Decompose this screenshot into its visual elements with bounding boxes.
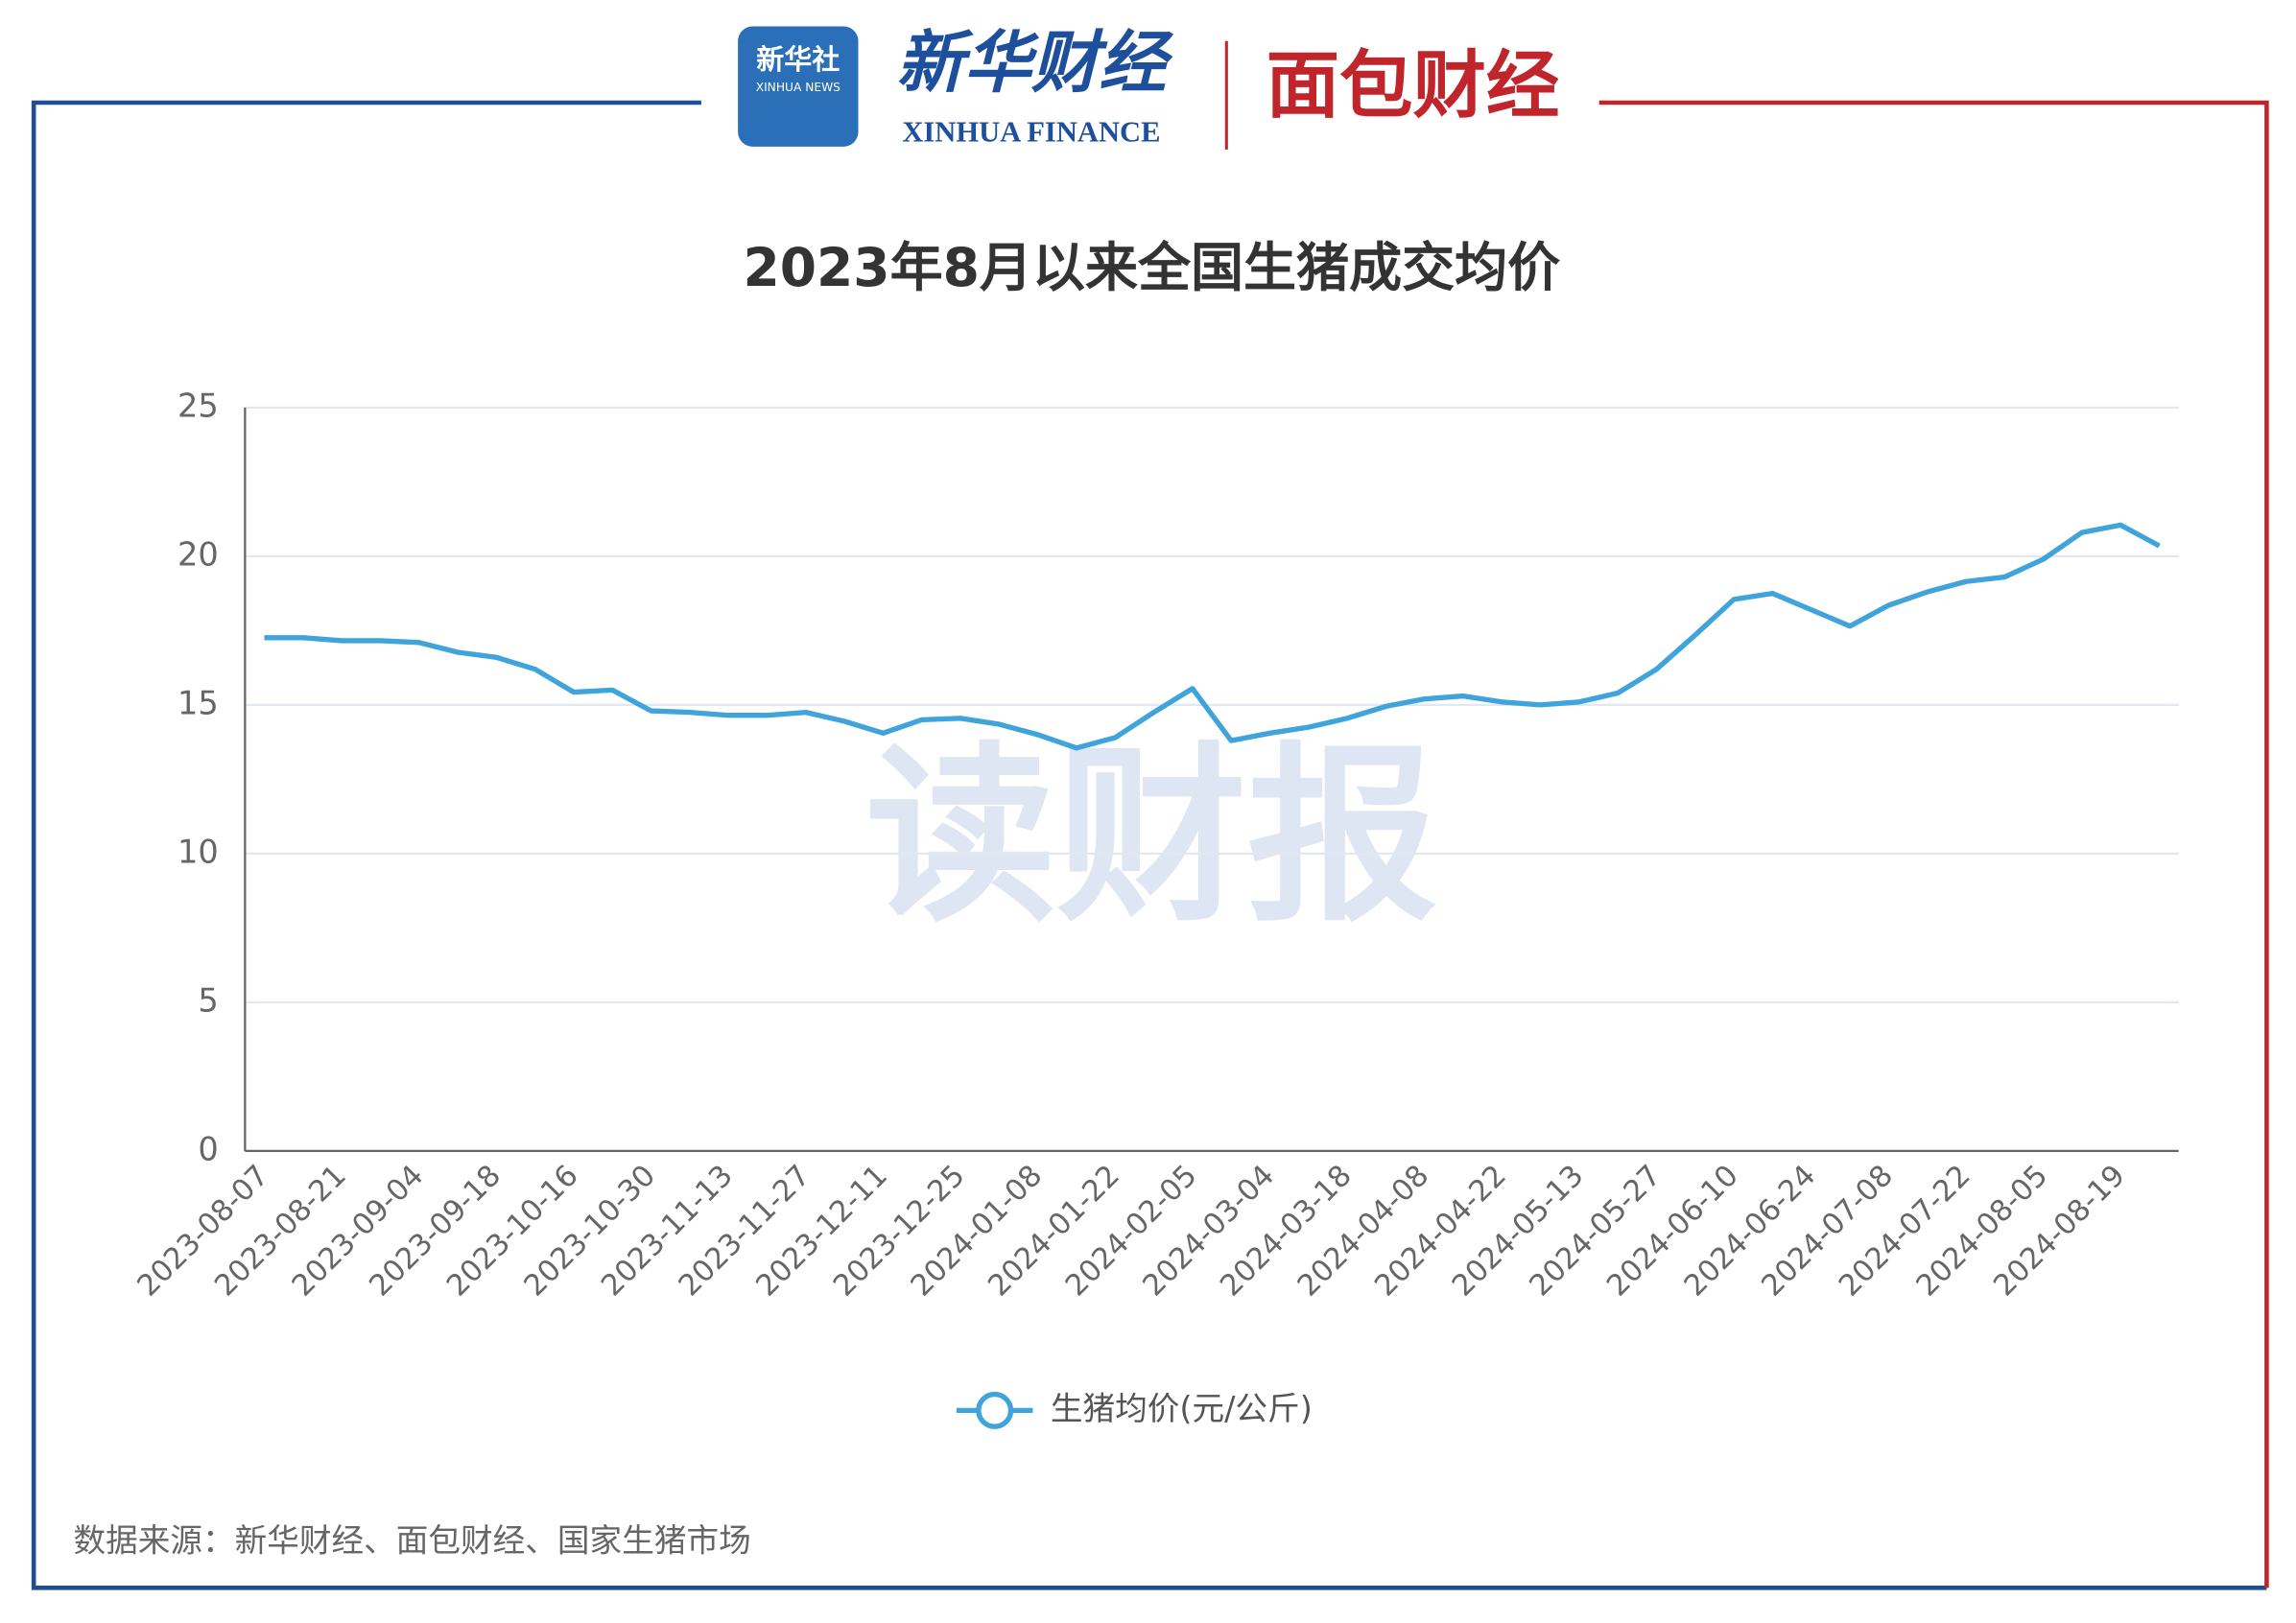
xinhua-logo-en: XINHUA NEWS <box>756 81 840 94</box>
bread-logo: 面包财经 <box>1266 44 1560 129</box>
finance-logo: 新华财经 <box>896 27 1173 102</box>
y-tick-label: 15 <box>178 684 219 721</box>
y-tick-label: 10 <box>178 833 219 870</box>
y-tick-label: 0 <box>198 1130 218 1167</box>
xinhua-logo: 新华社 <box>756 43 840 76</box>
watermark: 读财报 <box>865 726 1437 948</box>
finance-logo-en: XINHUA FINANCE <box>902 116 1160 149</box>
y-tick-label: 20 <box>178 535 219 573</box>
xinhua-logo-box <box>738 26 859 147</box>
source-note: 数据来源：新华财经、面包财经、国家生猪市场 <box>73 1521 750 1559</box>
frame-left <box>31 100 2267 1590</box>
y-tick-label: 25 <box>178 387 219 424</box>
frame-right <box>1598 100 2269 1588</box>
legend-marker <box>976 1391 1014 1429</box>
legend-label: 生猪均价(元/公斤) <box>1051 1390 1313 1427</box>
line <box>264 522 2161 751</box>
chart-title: 2023年8月以来全国生猪成交均价 <box>743 237 1560 298</box>
y-tick-label: 5 <box>198 981 218 1019</box>
